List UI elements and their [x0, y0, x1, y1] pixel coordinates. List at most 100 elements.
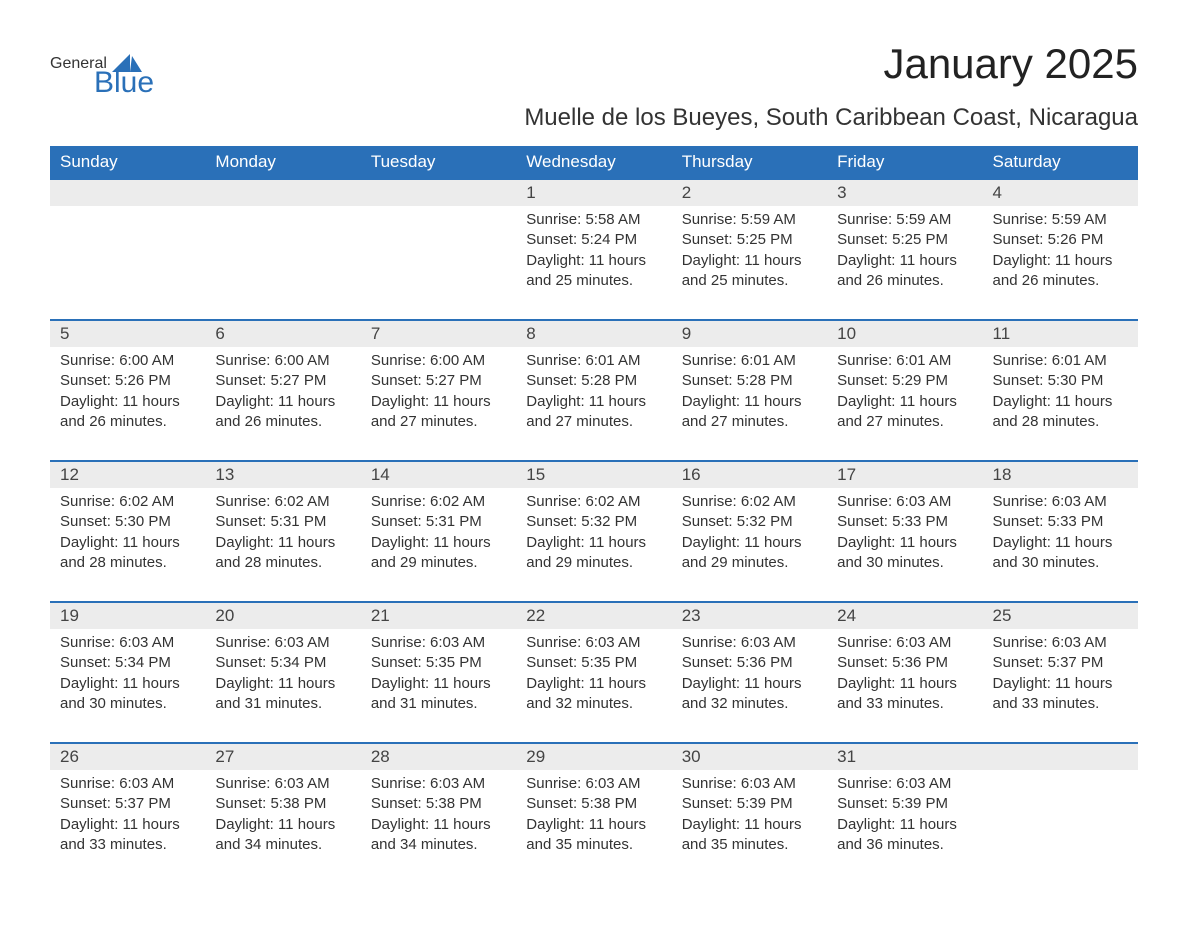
day-detail-row: Sunrise: 6:02 AMSunset: 5:30 PMDaylight:…: [50, 488, 1138, 602]
day-detail-cell: Sunrise: 6:02 AMSunset: 5:30 PMDaylight:…: [50, 488, 205, 602]
daylight-line: Daylight: 11 hours and 26 minutes.: [837, 251, 972, 292]
sunset-line: Sunset: 5:32 PM: [526, 512, 661, 532]
day-detail-cell: Sunrise: 6:00 AMSunset: 5:27 PMDaylight:…: [361, 347, 516, 461]
weekday-header: Tuesday: [361, 146, 516, 179]
sunrise-line: Sunrise: 6:03 AM: [371, 774, 506, 794]
day-detail-cell: Sunrise: 6:03 AMSunset: 5:39 PMDaylight:…: [672, 770, 827, 883]
daylight-line: Daylight: 11 hours and 27 minutes.: [837, 392, 972, 433]
weekday-header: Wednesday: [516, 146, 671, 179]
sunrise-line: Sunrise: 6:02 AM: [60, 492, 195, 512]
sunset-line: Sunset: 5:27 PM: [215, 371, 350, 391]
daylight-line: Daylight: 11 hours and 26 minutes.: [215, 392, 350, 433]
sunset-line: Sunset: 5:34 PM: [215, 653, 350, 673]
daylight-line: Daylight: 11 hours and 27 minutes.: [526, 392, 661, 433]
day-detail-cell: Sunrise: 5:59 AMSunset: 5:25 PMDaylight:…: [672, 206, 827, 320]
daylight-line: Daylight: 11 hours and 26 minutes.: [993, 251, 1128, 292]
sunrise-line: Sunrise: 6:01 AM: [837, 351, 972, 371]
sunrise-line: Sunrise: 6:01 AM: [682, 351, 817, 371]
day-number-cell: 5: [50, 320, 205, 347]
sunset-line: Sunset: 5:31 PM: [215, 512, 350, 532]
day-detail-cell: Sunrise: 6:01 AMSunset: 5:30 PMDaylight:…: [983, 347, 1138, 461]
sunset-line: Sunset: 5:30 PM: [60, 512, 195, 532]
sunset-line: Sunset: 5:25 PM: [682, 230, 817, 250]
day-number-cell: 22: [516, 602, 671, 629]
day-detail-row: Sunrise: 5:58 AMSunset: 5:24 PMDaylight:…: [50, 206, 1138, 320]
day-number-cell: 6: [205, 320, 360, 347]
sunset-line: Sunset: 5:29 PM: [837, 371, 972, 391]
daylight-line: Daylight: 11 hours and 36 minutes.: [837, 815, 972, 856]
day-number-cell: 19: [50, 602, 205, 629]
day-number-row: 567891011: [50, 320, 1138, 347]
daylight-line: Daylight: 11 hours and 25 minutes.: [682, 251, 817, 292]
day-detail-cell: Sunrise: 6:03 AMSunset: 5:38 PMDaylight:…: [516, 770, 671, 883]
sunrise-line: Sunrise: 6:02 AM: [526, 492, 661, 512]
day-number-cell: 11: [983, 320, 1138, 347]
day-number-cell: 26: [50, 743, 205, 770]
daylight-line: Daylight: 11 hours and 27 minutes.: [682, 392, 817, 433]
day-detail-cell: [983, 770, 1138, 883]
sunset-line: Sunset: 5:38 PM: [371, 794, 506, 814]
day-detail-cell: Sunrise: 6:01 AMSunset: 5:28 PMDaylight:…: [672, 347, 827, 461]
sunset-line: Sunset: 5:39 PM: [682, 794, 817, 814]
daylight-line: Daylight: 11 hours and 32 minutes.: [682, 674, 817, 715]
sunset-line: Sunset: 5:38 PM: [215, 794, 350, 814]
sunrise-line: Sunrise: 6:01 AM: [526, 351, 661, 371]
day-number-cell: 31: [827, 743, 982, 770]
day-detail-cell: Sunrise: 6:02 AMSunset: 5:32 PMDaylight:…: [672, 488, 827, 602]
day-number-cell: 4: [983, 179, 1138, 206]
day-detail-cell: Sunrise: 6:03 AMSunset: 5:33 PMDaylight:…: [827, 488, 982, 602]
sunset-line: Sunset: 5:30 PM: [993, 371, 1128, 391]
day-detail-cell: Sunrise: 6:03 AMSunset: 5:35 PMDaylight:…: [361, 629, 516, 743]
day-number-cell: [205, 179, 360, 206]
sunset-line: Sunset: 5:26 PM: [993, 230, 1128, 250]
day-number-cell: 18: [983, 461, 1138, 488]
daylight-line: Daylight: 11 hours and 27 minutes.: [371, 392, 506, 433]
day-number-cell: 13: [205, 461, 360, 488]
day-detail-cell: Sunrise: 6:03 AMSunset: 5:34 PMDaylight:…: [50, 629, 205, 743]
location-subtitle: Muelle de los Bueyes, South Caribbean Co…: [50, 104, 1138, 132]
day-number-cell: 25: [983, 602, 1138, 629]
sunset-line: Sunset: 5:35 PM: [526, 653, 661, 673]
sunset-line: Sunset: 5:26 PM: [60, 371, 195, 391]
weekday-header: Friday: [827, 146, 982, 179]
daylight-line: Daylight: 11 hours and 31 minutes.: [215, 674, 350, 715]
day-detail-cell: Sunrise: 6:03 AMSunset: 5:37 PMDaylight:…: [50, 770, 205, 883]
day-number-cell: 10: [827, 320, 982, 347]
daylight-line: Daylight: 11 hours and 31 minutes.: [371, 674, 506, 715]
day-detail-cell: Sunrise: 5:59 AMSunset: 5:26 PMDaylight:…: [983, 206, 1138, 320]
sunrise-line: Sunrise: 6:03 AM: [371, 633, 506, 653]
sunset-line: Sunset: 5:34 PM: [60, 653, 195, 673]
sunset-line: Sunset: 5:38 PM: [526, 794, 661, 814]
weekday-header: Sunday: [50, 146, 205, 179]
sunset-line: Sunset: 5:24 PM: [526, 230, 661, 250]
sunset-line: Sunset: 5:32 PM: [682, 512, 817, 532]
day-detail-cell: [50, 206, 205, 320]
day-detail-cell: [361, 206, 516, 320]
sunset-line: Sunset: 5:33 PM: [837, 512, 972, 532]
day-detail-cell: Sunrise: 6:03 AMSunset: 5:39 PMDaylight:…: [827, 770, 982, 883]
daylight-line: Daylight: 11 hours and 34 minutes.: [371, 815, 506, 856]
sunset-line: Sunset: 5:28 PM: [682, 371, 817, 391]
day-number-row: 1234: [50, 179, 1138, 206]
sunrise-line: Sunrise: 6:03 AM: [60, 774, 195, 794]
weekday-header: Monday: [205, 146, 360, 179]
day-detail-row: Sunrise: 6:03 AMSunset: 5:34 PMDaylight:…: [50, 629, 1138, 743]
day-detail-cell: Sunrise: 6:01 AMSunset: 5:29 PMDaylight:…: [827, 347, 982, 461]
day-number-cell: 29: [516, 743, 671, 770]
calendar-table: Sunday Monday Tuesday Wednesday Thursday…: [50, 146, 1138, 883]
day-number-cell: 27: [205, 743, 360, 770]
day-number-cell: 7: [361, 320, 516, 347]
sunrise-line: Sunrise: 6:02 AM: [215, 492, 350, 512]
day-detail-cell: Sunrise: 5:58 AMSunset: 5:24 PMDaylight:…: [516, 206, 671, 320]
day-number-cell: 30: [672, 743, 827, 770]
day-detail-cell: Sunrise: 6:03 AMSunset: 5:36 PMDaylight:…: [827, 629, 982, 743]
day-detail-row: Sunrise: 6:00 AMSunset: 5:26 PMDaylight:…: [50, 347, 1138, 461]
sunrise-line: Sunrise: 6:03 AM: [993, 492, 1128, 512]
sunset-line: Sunset: 5:35 PM: [371, 653, 506, 673]
day-detail-cell: Sunrise: 6:02 AMSunset: 5:31 PMDaylight:…: [361, 488, 516, 602]
day-number-cell: [983, 743, 1138, 770]
day-number-cell: 20: [205, 602, 360, 629]
daylight-line: Daylight: 11 hours and 33 minutes.: [993, 674, 1128, 715]
page-title: January 2025: [883, 40, 1138, 88]
day-number-cell: [361, 179, 516, 206]
